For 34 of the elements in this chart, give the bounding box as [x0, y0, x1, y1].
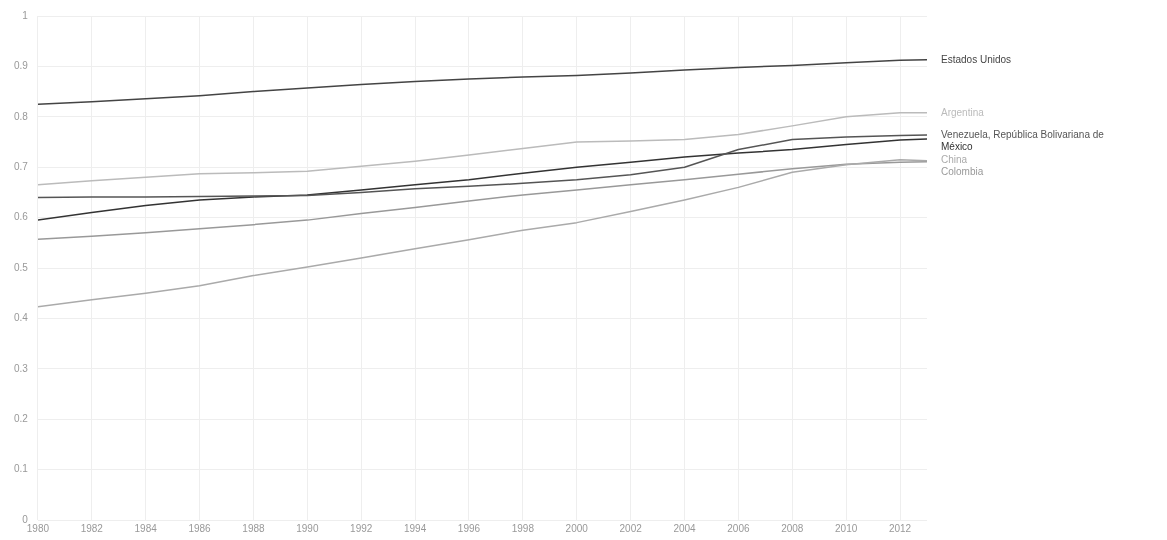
y-tick-label: 0.9: [14, 60, 29, 72]
y-tick-label: 0.2: [14, 412, 29, 424]
x-tick-label: 2006: [727, 522, 750, 534]
x-tick-label: 1998: [511, 522, 535, 534]
x-tick-label: 2002: [619, 522, 643, 534]
x-tick-label: 1992: [350, 522, 373, 534]
x-tick-label: 1990: [296, 522, 319, 534]
x-tick-label: 2012: [888, 522, 912, 534]
series-label: Estados Unidos: [941, 53, 1012, 65]
series-label: México: [941, 140, 974, 152]
x-tick-label: 1980: [26, 522, 50, 534]
y-tick-label: 0.5: [14, 261, 29, 273]
y-tick-label: 0.6: [14, 211, 29, 223]
x-tick-label: 1986: [188, 522, 212, 534]
y-tick-label: 0.7: [14, 160, 29, 172]
y-tick-label: 0.4: [14, 312, 29, 324]
x-tick-label: 1984: [134, 522, 158, 534]
y-tick-label: 1: [22, 9, 29, 21]
x-tick-label: 2000: [565, 522, 589, 534]
x-tick-label: 1996: [457, 522, 481, 534]
x-tick-label: 1988: [242, 522, 265, 534]
y-tick-label: 0.8: [14, 110, 29, 122]
x-tick-label: 1994: [403, 522, 427, 534]
x-tick-label: 2004: [673, 522, 697, 534]
y-tick-label: 0: [22, 513, 29, 525]
series-label: Argentina: [941, 106, 985, 118]
y-tick-label: 0.1: [14, 463, 29, 475]
series-label: China: [941, 154, 968, 166]
x-tick-label: 2010: [835, 522, 858, 534]
series-label: Venezuela, República Bolivariana de: [941, 128, 1105, 140]
y-tick-label: 0.3: [14, 362, 29, 374]
x-tick-label: 2008: [781, 522, 804, 534]
series-label: Colombia: [941, 166, 984, 178]
x-tick-label: 1982: [80, 522, 104, 534]
